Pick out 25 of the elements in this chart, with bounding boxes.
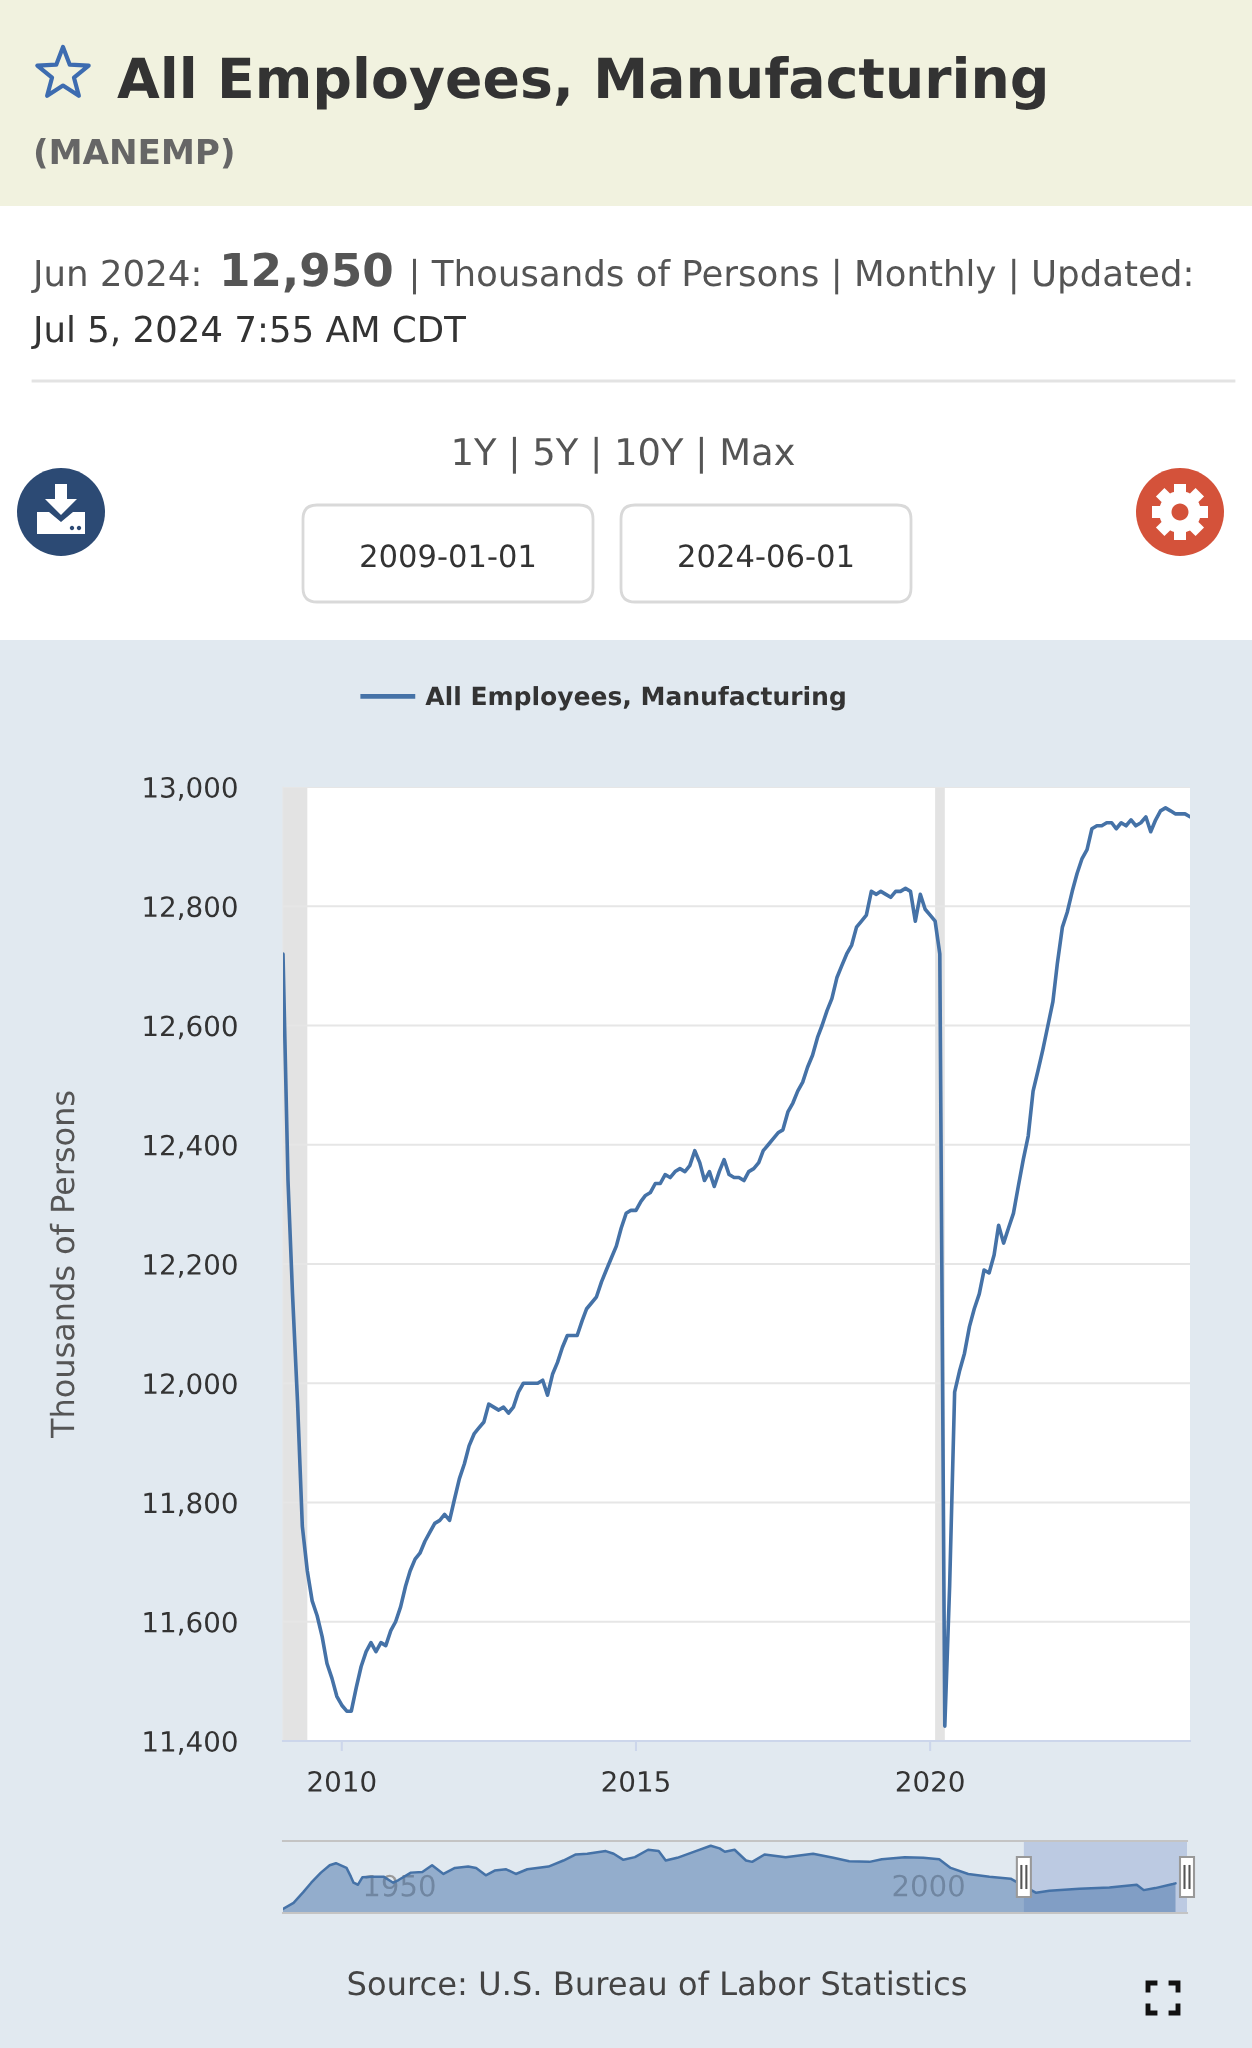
y-tick-label: 11,600 [144, 1611, 237, 1636]
line-series [283, 806, 1190, 1728]
y-tick-label: 12,600 [144, 1015, 237, 1040]
text: Jun 2024: [31, 259, 199, 294]
text: 1Y | 5Y | 10Y | Max [454, 436, 795, 474]
y-tick-label: 11,400 [144, 1730, 237, 1755]
text: 12,950 [224, 252, 392, 293]
x-tick-label: 2010 [308, 1770, 376, 1792]
text: Jul 5, 2024 7:55 AM CDT [31, 314, 466, 350]
y-tick-label: 12,800 [144, 896, 237, 921]
text: 2024-06-01 [679, 544, 853, 568]
y-tick-label: 12,400 [144, 1134, 237, 1159]
y-tick-label: 12,200 [144, 1253, 237, 1278]
x-tick-label: 2015 [602, 1770, 669, 1792]
y-tick-label: 13,000 [144, 776, 237, 801]
chart-title: All Employees, Manufacturing [117, 55, 1045, 110]
x-tick-label: 2020 [896, 1770, 964, 1792]
text: 2009-01-01 [361, 544, 535, 568]
text: | Thousands of Persons | Monthly | Updated: [413, 258, 1191, 295]
legend-label: All Employees, Manufacturing [425, 686, 845, 711]
chart-subtitle: (MANEMP) [35, 138, 233, 169]
y-tick-label: 12,000 [144, 1373, 237, 1398]
y-axis-title: Thousands of Persons [49, 1091, 75, 1439]
source-note: Source: U.S. Bureau of Labor Statistics [348, 1970, 966, 1996]
y-tick-label: 11,800 [144, 1492, 237, 1517]
